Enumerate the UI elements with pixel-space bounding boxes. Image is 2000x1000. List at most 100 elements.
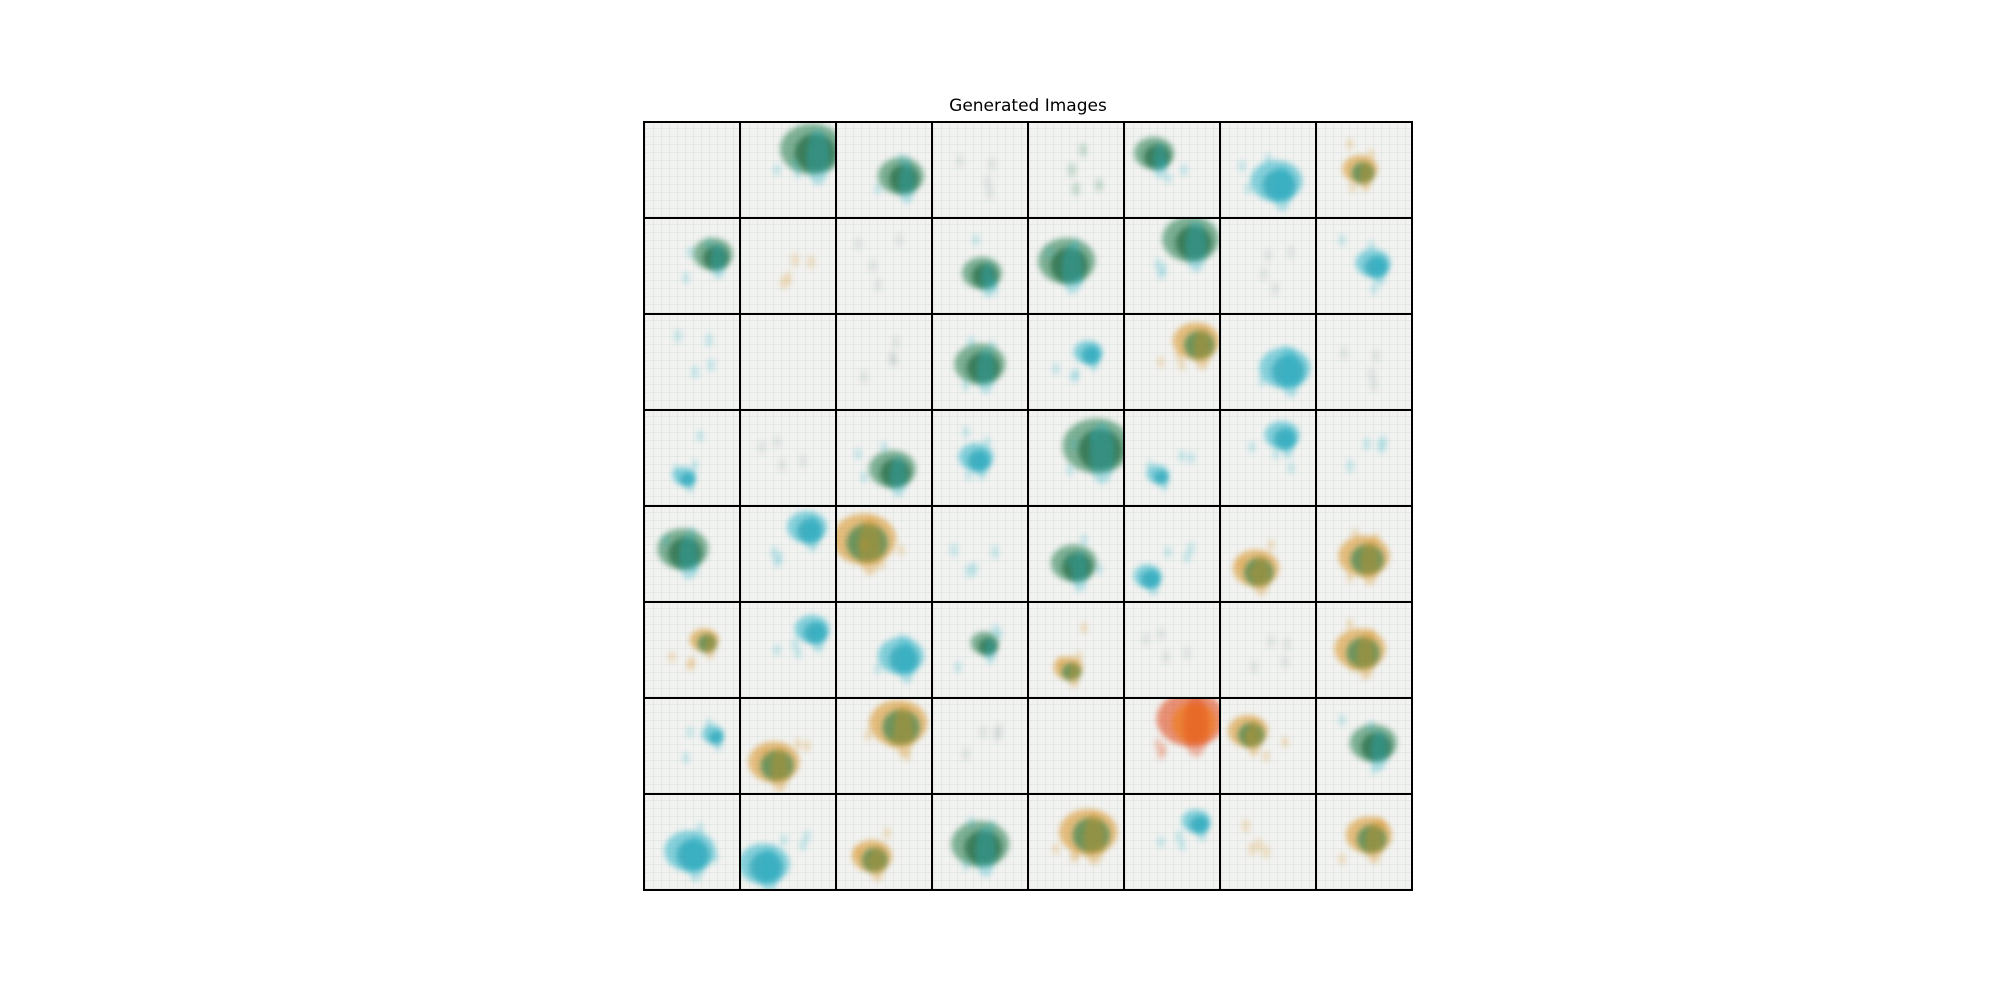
generated-image-tile — [933, 123, 1027, 217]
blob-mark — [949, 543, 958, 558]
generated-image-tile — [933, 219, 1027, 313]
blob-mark — [888, 736, 896, 749]
generated-image-tile — [1221, 411, 1315, 505]
generated-image-tile — [837, 507, 931, 601]
blob-mark — [682, 842, 690, 855]
blob-mark — [1281, 344, 1289, 357]
blob-mark — [882, 709, 920, 745]
blob-mark — [1238, 722, 1264, 747]
blob-mark — [878, 558, 886, 571]
blob-mark — [711, 851, 719, 864]
generated-image-tile — [1317, 123, 1411, 217]
blob-mark — [697, 634, 717, 653]
generated-image-tile — [645, 699, 739, 793]
blob-mark — [1062, 553, 1092, 582]
blob-mark — [1157, 747, 1165, 760]
blob-mark — [686, 836, 705, 882]
blob-mark — [964, 563, 973, 578]
blob-mark — [1372, 255, 1386, 287]
blob-mark — [1262, 169, 1296, 201]
blob-mark — [1075, 275, 1083, 288]
generated-image-tile — [1317, 219, 1411, 313]
blob-mark — [1157, 267, 1165, 280]
blob-mark — [1080, 622, 1088, 635]
generated-image-tile — [1029, 315, 1123, 409]
blob-mark — [1262, 845, 1271, 860]
generated-image-tile — [741, 123, 835, 217]
blob-mark — [1372, 349, 1381, 364]
blob-mark — [1051, 247, 1088, 283]
generated-image-tile — [933, 795, 1027, 889]
blob-mark — [888, 165, 919, 194]
blob-mark — [696, 821, 704, 834]
blob-mark — [1144, 144, 1170, 169]
blob-mark — [994, 723, 1003, 738]
blob-mark — [1367, 367, 1376, 382]
blob-mark — [1264, 247, 1272, 262]
blob-mark — [1154, 258, 1162, 271]
blob-mark — [760, 750, 794, 782]
blob-mark — [1159, 262, 1167, 275]
blob-mark — [903, 154, 911, 167]
blob-mark — [868, 259, 877, 273]
blob-mark — [691, 563, 699, 576]
blob-mark — [967, 450, 991, 472]
generated-image-tile — [645, 219, 739, 313]
blob-mark — [1249, 659, 1258, 674]
blob-mark — [1083, 813, 1105, 865]
blob-mark — [1262, 750, 1270, 763]
blob-mark — [887, 351, 896, 366]
blob-mark — [893, 705, 915, 757]
blob-mark — [1078, 143, 1087, 158]
blob-mark — [1351, 528, 1359, 541]
blob-mark — [1281, 352, 1300, 398]
generated-image-tile — [1125, 507, 1219, 601]
blob-mark — [749, 852, 783, 883]
generated-image-tile — [1221, 507, 1315, 601]
blob-mark — [1370, 377, 1379, 392]
generated-image-tile — [645, 411, 739, 505]
blob-mark — [895, 232, 904, 247]
blob-mark — [714, 731, 723, 752]
blob-mark — [1146, 459, 1154, 472]
generated-image-tile — [837, 795, 931, 889]
generated-image-tile — [741, 315, 835, 409]
generated-image-tile — [1317, 411, 1411, 505]
blob-mark — [967, 816, 975, 829]
blob-mark — [1370, 730, 1388, 772]
blob-mark — [975, 449, 989, 480]
blob-mark — [1148, 570, 1159, 596]
blob-mark — [1238, 160, 1246, 173]
blob-mark — [978, 638, 997, 656]
blob-mark — [804, 622, 827, 644]
blob-mark — [791, 158, 799, 171]
blob-mark — [1238, 558, 1246, 571]
blob-mark — [1193, 328, 1211, 370]
blob-mark — [1196, 816, 1208, 842]
blob-mark — [1062, 662, 1081, 681]
blob-mark — [888, 645, 919, 674]
blob-mark — [1088, 346, 1100, 372]
blob-mark — [1272, 448, 1280, 461]
blob-mark — [1154, 738, 1162, 751]
blob-mark — [956, 153, 965, 168]
blob-mark — [1183, 550, 1191, 563]
blob-mark — [799, 453, 808, 468]
blob-mark — [1281, 736, 1289, 749]
blob-mark — [1164, 546, 1172, 559]
blob-mark — [1094, 178, 1103, 193]
blob-mark — [1052, 362, 1060, 375]
blob-mark — [1345, 458, 1354, 473]
generated-image-tile — [933, 699, 1027, 793]
generated-image-tile — [1125, 699, 1219, 793]
blob-mark — [903, 750, 911, 763]
blob-mark — [954, 660, 962, 673]
blob-mark — [1271, 356, 1305, 387]
blob-mark — [1246, 720, 1262, 757]
generated-image-tile — [1221, 699, 1315, 793]
blob-mark — [1361, 733, 1392, 761]
blob-mark — [874, 182, 882, 195]
blob-mark — [1350, 544, 1384, 575]
blob-mark — [864, 854, 872, 867]
blob-mark — [1077, 428, 1122, 471]
